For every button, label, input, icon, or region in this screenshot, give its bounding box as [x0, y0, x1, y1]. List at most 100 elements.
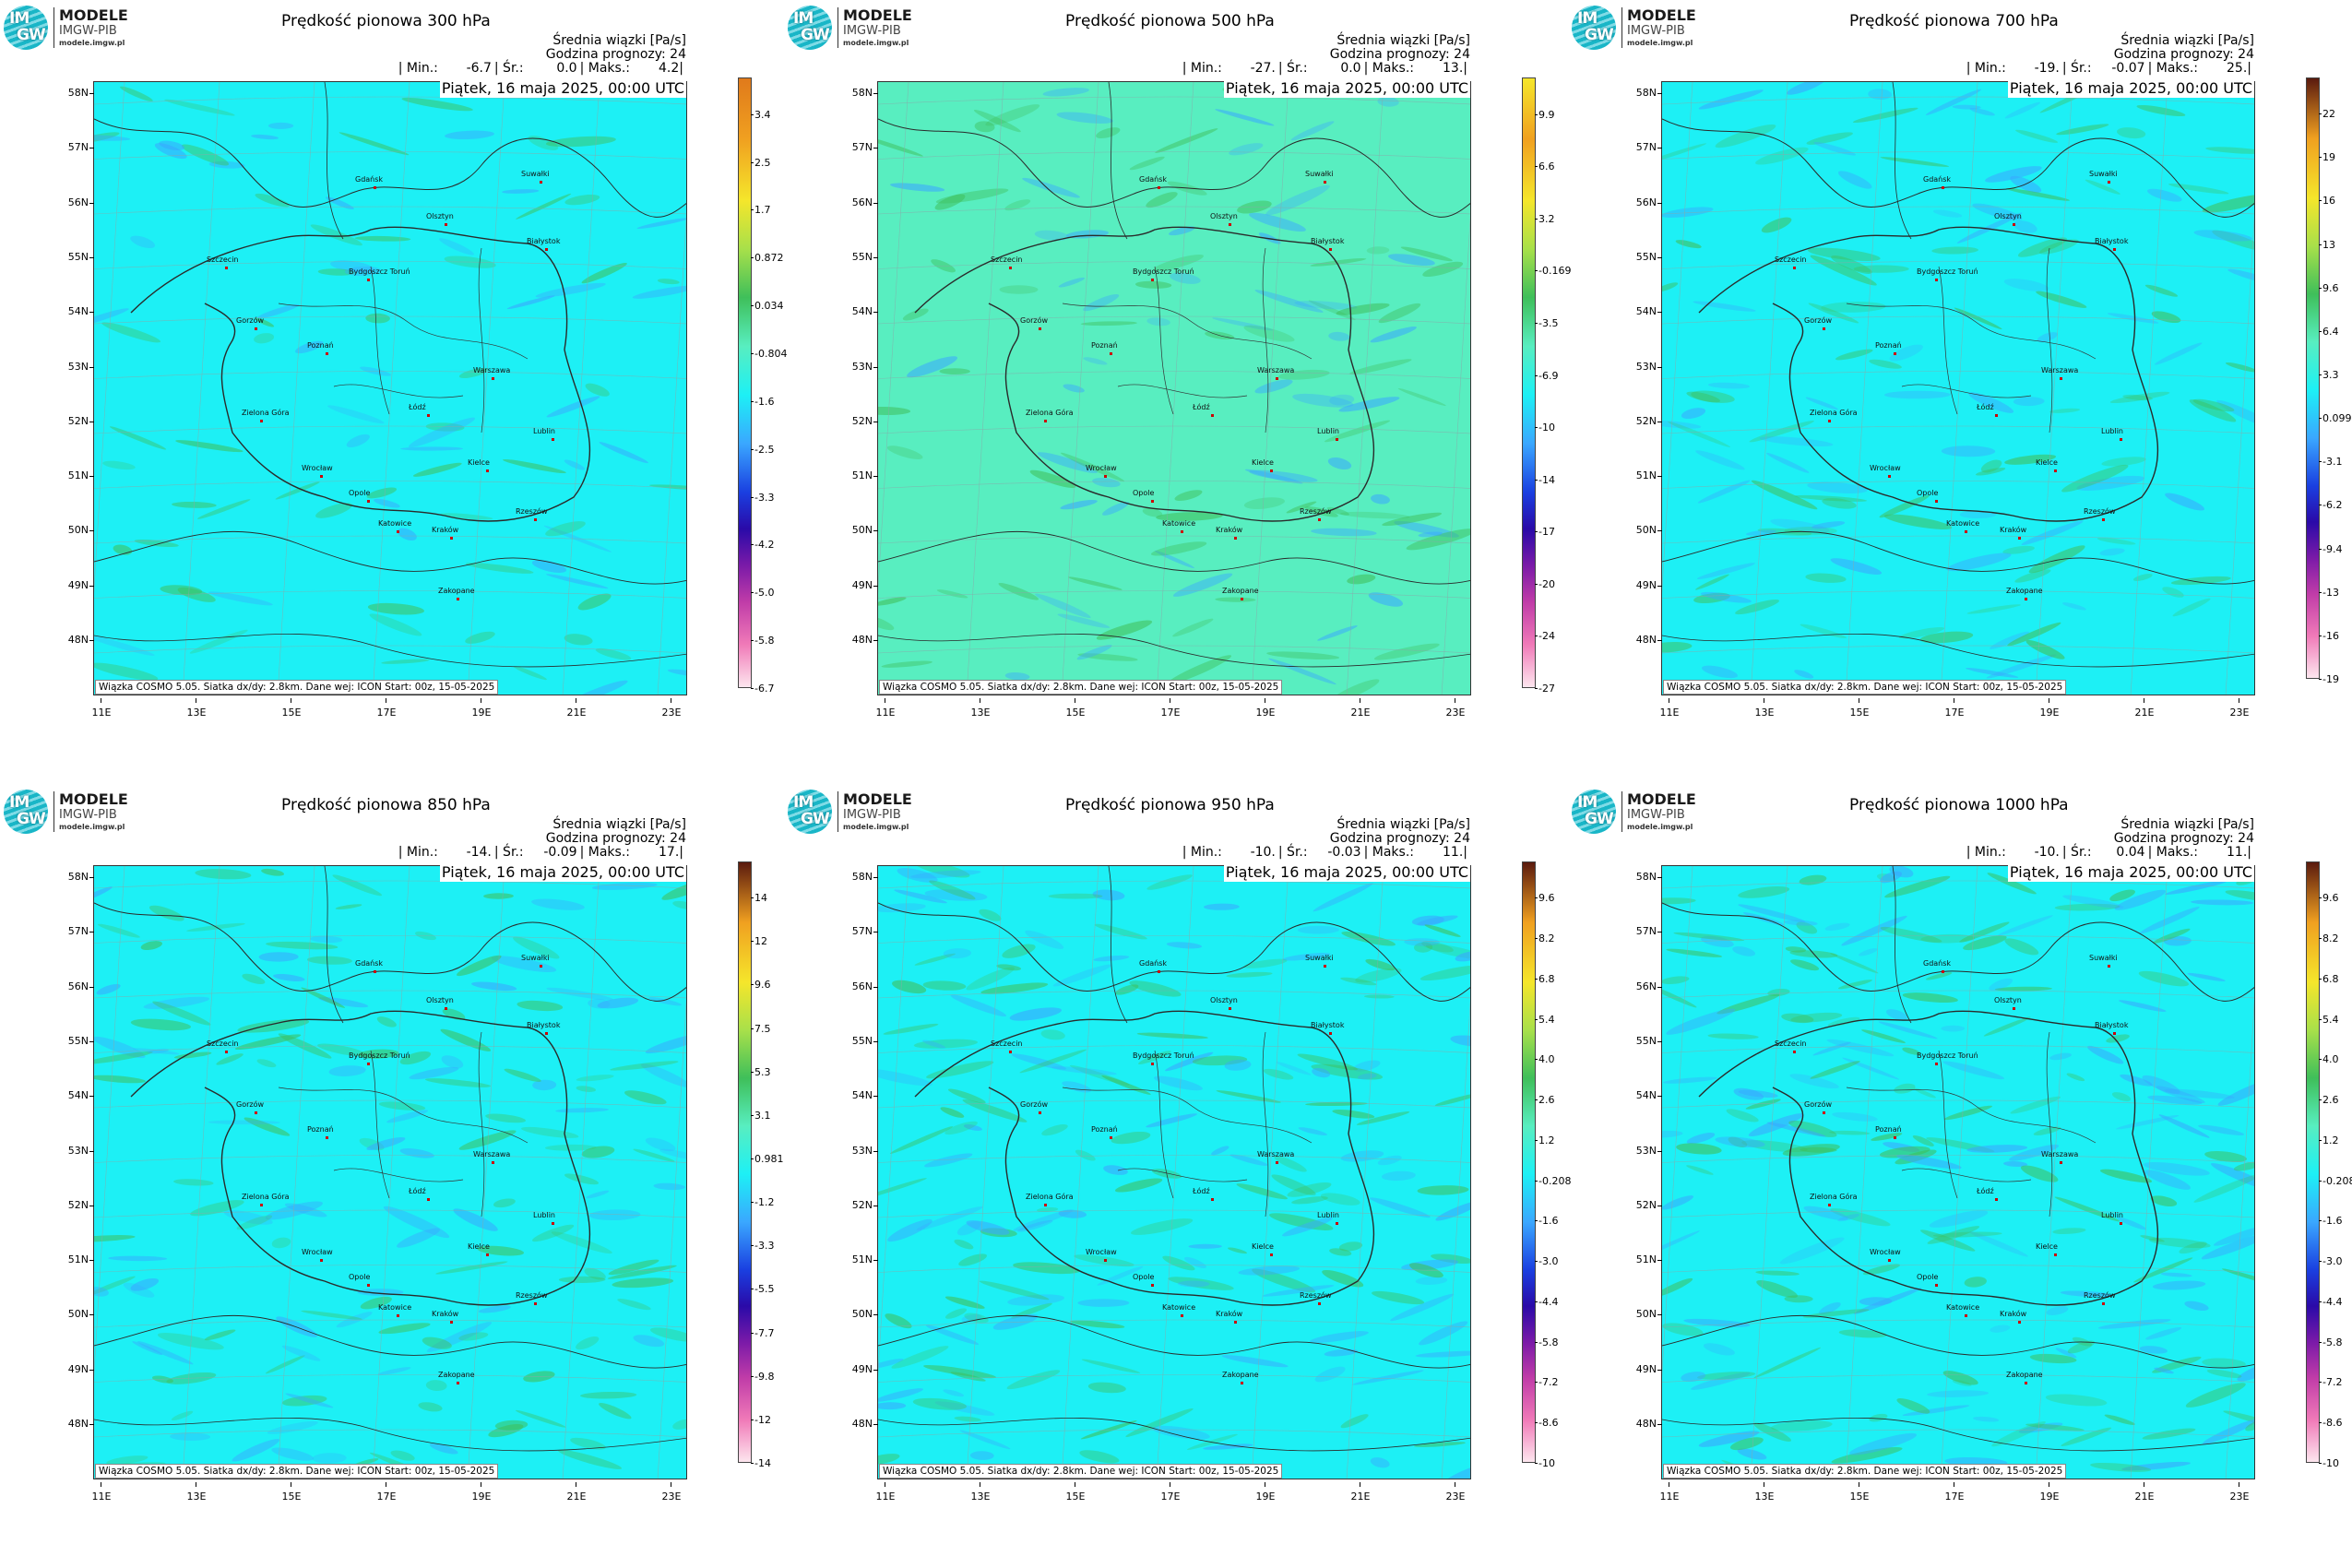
city-label: Gorzów: [236, 1100, 265, 1109]
lat-label: 52N: [1625, 415, 1662, 427]
lat-label: 57N: [841, 925, 878, 937]
city-label: Poznań: [1875, 341, 1902, 350]
logo-text-url[interactable]: modele.imgw.pl: [1627, 39, 1693, 47]
city-label: Wrocław: [1086, 464, 1117, 472]
logo-text-imgw: IMGW-PIB: [59, 24, 117, 38]
logo-divider: [837, 791, 838, 832]
city-label: Kielce: [468, 458, 490, 467]
city-label: Kielce: [2036, 458, 2058, 467]
logo-text-url[interactable]: modele.imgw.pl: [59, 823, 125, 831]
panel-title: Prędkość pionowa 500 hPa: [1065, 12, 1275, 30]
lon-label: 19E: [2036, 698, 2063, 719]
city-label: Kraków: [432, 526, 459, 534]
lat-label: 48N: [57, 634, 94, 646]
logo-text-url[interactable]: modele.imgw.pl: [843, 823, 909, 831]
lat-label: 54N: [1625, 1089, 1662, 1101]
city-label: Wrocław: [302, 464, 333, 472]
colorbar-tick-label: -0.169: [1534, 265, 1572, 278]
city-marker: [320, 1259, 323, 1262]
colorbar-tick-label: -16: [2319, 629, 2339, 642]
colorbar-tick-label: -3.5: [1534, 317, 1559, 329]
lat-label: 53N: [841, 1145, 878, 1157]
stat-max-label: | Maks.:: [1363, 61, 1414, 76]
stat-max-value: 13.|: [1443, 61, 1467, 76]
imgw-logo-mark: IM GW: [1572, 6, 1616, 50]
colorbar: [738, 77, 752, 688]
imgw-logo[interactable]: IM GW MODELE IMGW-PIB modele.imgw.pl: [788, 790, 926, 836]
lon-label: 11E: [88, 698, 115, 719]
colorbar-tick-label: -3.3: [750, 491, 775, 504]
city-marker: [1894, 1136, 1896, 1139]
city-label: Wrocław: [1870, 1248, 1901, 1256]
city-marker: [367, 1063, 370, 1065]
colorbar-tick-label: 4.0: [2319, 1053, 2339, 1066]
city-marker: [1942, 186, 1944, 189]
field-map: Gdańsk Olsztyn Białystok Szczecin Bydgoszcz …: [1661, 865, 2255, 1479]
logo-text-imgw: IMGW-PIB: [843, 24, 901, 38]
city-marker: [1234, 537, 1237, 540]
city-marker: [1935, 500, 1938, 503]
panel-subtitle: Średnia wiązki [Pa/s]: [2120, 33, 2254, 48]
imgw-logo[interactable]: IM GW MODELE IMGW-PIB modele.imgw.pl: [1572, 790, 1710, 836]
colorbar-tick-label: 2.6: [2319, 1094, 2339, 1106]
lat-label: 49N: [57, 579, 94, 591]
map-panel-4: IM GW MODELE IMGW-PIB modele.imgw.pl Prędkość…: [0, 784, 784, 1568]
city-label: Szczecin: [991, 255, 1023, 264]
logo-divider: [53, 7, 54, 48]
lon-label: 13E: [1751, 698, 1778, 719]
lon-label: 13E: [967, 1482, 994, 1503]
colorbar-tick-label: 0.034: [751, 300, 784, 313]
logo-text-url[interactable]: modele.imgw.pl: [843, 39, 909, 47]
city-marker: [2054, 1253, 2057, 1256]
city-marker: [1241, 598, 1243, 600]
colorbar-tick-label: 3.3: [2319, 369, 2339, 381]
city-marker: [1039, 1111, 1041, 1114]
map-panel-6: IM GW MODELE IMGW-PIB modele.imgw.pl Prędkość…: [1568, 784, 2352, 1568]
imgw-logo[interactable]: IM GW MODELE IMGW-PIB modele.imgw.pl: [4, 6, 142, 52]
logo-mark-bottom: GW: [801, 810, 830, 828]
lat-label: 50N: [841, 1308, 878, 1320]
city-label: Olsztyn: [426, 212, 454, 220]
colorbar-tick-label: -14: [1535, 473, 1555, 486]
imgw-logo[interactable]: IM GW MODELE IMGW-PIB modele.imgw.pl: [4, 790, 142, 836]
lon-label: 11E: [872, 1482, 899, 1503]
colorbar-tick-label: 9.6: [2319, 892, 2339, 905]
city-marker: [1158, 970, 1160, 973]
stat-max-label: | Maks.:: [2147, 845, 2198, 860]
lat-label: 54N: [57, 1089, 94, 1101]
stat-max-label: | Maks.:: [2147, 61, 2198, 76]
city-label: Kielce: [468, 1242, 490, 1251]
city-marker: [1151, 279, 1154, 281]
lon-label: 23E: [658, 698, 685, 719]
lat-label: 58N: [57, 87, 94, 99]
colorbar-tick-label: 22: [2319, 108, 2335, 121]
city-marker: [225, 267, 228, 269]
lon-label: 17E: [1941, 698, 1968, 719]
imgw-logo[interactable]: IM GW MODELE IMGW-PIB modele.imgw.pl: [1572, 6, 1710, 52]
imgw-logo[interactable]: IM GW MODELE IMGW-PIB modele.imgw.pl: [788, 6, 926, 52]
colorbar: [2306, 77, 2320, 679]
city-label: Łódź: [409, 1187, 426, 1195]
logo-mark-bottom: GW: [1585, 26, 1614, 44]
colorbar-tick-label: -10: [1535, 1457, 1555, 1469]
colorbar-tick-label: 2.6: [1535, 1094, 1555, 1106]
city-label: Zielona Góra: [1810, 409, 1858, 417]
city-label: Katowice: [1162, 519, 1196, 528]
colorbar-tick-label: -17: [1535, 526, 1555, 539]
logo-text-url[interactable]: modele.imgw.pl: [59, 39, 125, 47]
logo-text-url[interactable]: modele.imgw.pl: [1627, 823, 1693, 831]
city-label: Opole: [349, 489, 371, 497]
forecast-date: Piątek, 16 maja 2025, 00:00 UTC: [439, 78, 686, 98]
colorbar-tick-label: 0.099: [2319, 412, 2352, 425]
colorbar-tick-label: -24: [1535, 630, 1555, 643]
city-label: Opole: [349, 1273, 371, 1281]
city-marker: [552, 1222, 554, 1225]
lon-label: 19E: [2036, 1482, 2063, 1503]
city-marker: [2120, 1222, 2122, 1225]
city-marker: [486, 469, 489, 472]
colorbar-tick-label: -4.2: [750, 539, 775, 552]
city-label: Kraków: [2000, 526, 2027, 534]
city-marker: [397, 1314, 399, 1317]
lat-label: 51N: [57, 469, 94, 481]
colorbar-tick-label: -5.5: [750, 1283, 775, 1296]
